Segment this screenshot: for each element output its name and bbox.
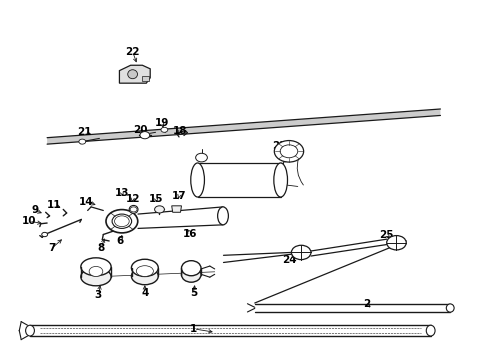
Text: 10: 10 [22, 216, 36, 226]
Text: 15: 15 [149, 194, 163, 204]
Text: 23: 23 [272, 141, 287, 151]
Text: 11: 11 [47, 200, 62, 210]
Circle shape [292, 245, 311, 260]
Text: 8: 8 [97, 243, 104, 253]
Polygon shape [143, 76, 149, 81]
Circle shape [130, 207, 137, 212]
Ellipse shape [129, 206, 138, 213]
Text: 5: 5 [190, 288, 197, 298]
Ellipse shape [181, 267, 201, 282]
Text: 1: 1 [190, 324, 197, 334]
Polygon shape [172, 206, 181, 212]
Circle shape [387, 235, 406, 250]
Text: 14: 14 [79, 197, 94, 207]
Circle shape [280, 145, 298, 158]
Text: 9: 9 [31, 206, 38, 216]
Text: 18: 18 [173, 126, 188, 135]
Text: 4: 4 [141, 288, 148, 298]
Ellipse shape [112, 214, 132, 228]
Ellipse shape [136, 266, 153, 276]
Text: 25: 25 [379, 230, 394, 239]
Circle shape [196, 153, 207, 162]
Circle shape [42, 232, 48, 237]
Polygon shape [120, 65, 150, 83]
Ellipse shape [274, 163, 288, 197]
Circle shape [79, 139, 86, 144]
Circle shape [89, 266, 103, 276]
Circle shape [115, 216, 129, 226]
Text: 24: 24 [282, 255, 296, 265]
Text: 17: 17 [172, 191, 186, 201]
Text: 6: 6 [117, 236, 124, 246]
Text: 19: 19 [155, 118, 169, 128]
Ellipse shape [426, 325, 435, 336]
Ellipse shape [128, 70, 138, 79]
Text: 3: 3 [95, 290, 102, 300]
Ellipse shape [131, 259, 158, 276]
Text: 13: 13 [115, 188, 129, 198]
Ellipse shape [81, 258, 111, 276]
Text: 21: 21 [77, 127, 92, 136]
Ellipse shape [131, 267, 158, 285]
Ellipse shape [81, 268, 111, 286]
Circle shape [140, 132, 150, 139]
Circle shape [155, 206, 164, 213]
Text: 12: 12 [125, 194, 140, 204]
Text: 2: 2 [364, 299, 371, 309]
Ellipse shape [181, 261, 201, 276]
Circle shape [161, 127, 168, 132]
Ellipse shape [446, 304, 454, 312]
Polygon shape [47, 109, 441, 144]
Circle shape [274, 140, 304, 162]
Ellipse shape [218, 207, 228, 225]
Ellipse shape [191, 163, 204, 197]
Ellipse shape [106, 210, 138, 233]
Text: 16: 16 [183, 229, 197, 239]
Text: 22: 22 [125, 46, 140, 57]
Text: 7: 7 [49, 243, 56, 253]
Text: 20: 20 [133, 125, 147, 135]
Ellipse shape [25, 325, 34, 336]
